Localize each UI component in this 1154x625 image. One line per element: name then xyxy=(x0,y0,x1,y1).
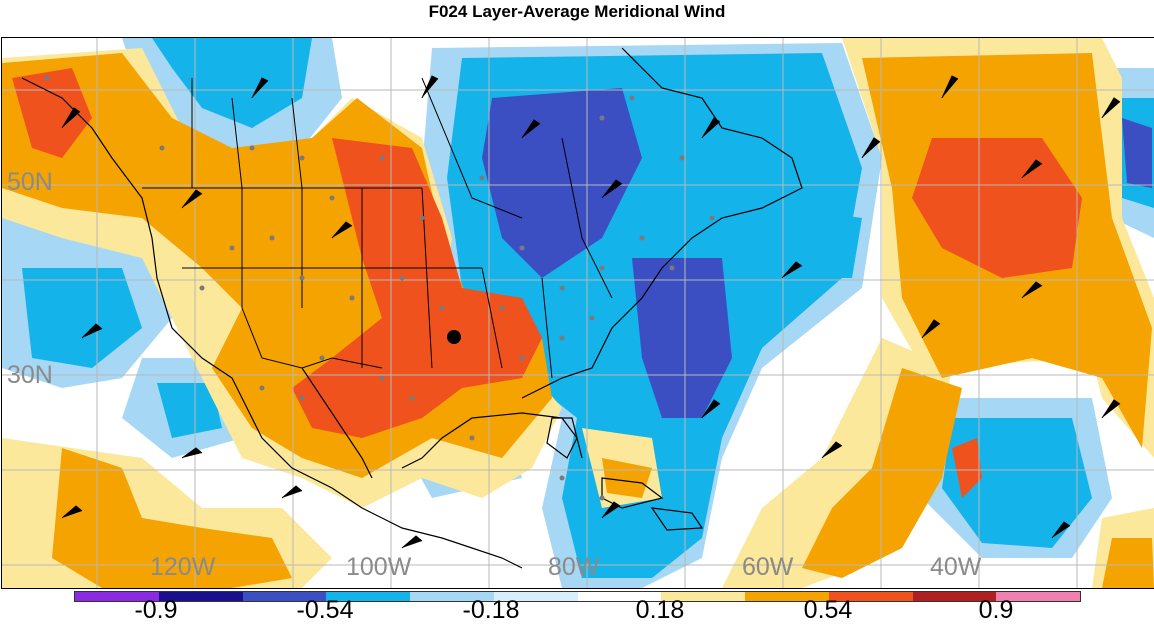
colorbar-swatch xyxy=(493,592,578,601)
lon-label-120w: 120W xyxy=(150,553,216,581)
colorbar-label-neg-0-9: -0.9 xyxy=(134,596,178,624)
lon-label-40w: 40W xyxy=(930,553,982,581)
colorbar-label-0-9: 0.9 xyxy=(978,596,1014,624)
colorbar-swatch xyxy=(661,592,745,601)
colorbar-swatch xyxy=(75,592,159,601)
lon-label-80w: 80W xyxy=(548,553,600,581)
colorbar-label-neg-0-18: -0.18 xyxy=(462,596,520,624)
graticule xyxy=(2,38,1154,588)
colorbar-swatch xyxy=(996,592,1080,601)
colorbar-swatch xyxy=(410,592,494,601)
station-dots xyxy=(44,75,715,501)
colorbar-swatch xyxy=(158,592,243,601)
colorbar-swatch xyxy=(242,592,327,601)
colorbar-label-neg-0-54: -0.54 xyxy=(296,596,354,624)
colorbar-swatch xyxy=(912,592,997,601)
colorbar-label-0-54: 0.54 xyxy=(803,596,853,624)
map-panel: 50N 30N 120W 100W 80W 60W 40W xyxy=(1,37,1154,589)
colorbar-swatch xyxy=(577,592,662,601)
colorbar xyxy=(74,591,1081,602)
map-title: F024 Layer-Average Meridional Wind xyxy=(428,2,726,21)
lon-label-100w: 100W xyxy=(346,553,412,581)
colorbar-label-0-18: 0.18 xyxy=(635,596,685,624)
colorbar-swatch xyxy=(745,592,829,601)
location-marker xyxy=(447,330,461,344)
colorbar-swatch xyxy=(828,592,913,601)
wind-barbs xyxy=(61,75,1121,549)
lat-label-50n: 50N xyxy=(7,168,53,196)
lat-label-30n: 30N xyxy=(7,361,53,389)
dark-blue-fields xyxy=(482,88,1152,418)
coastlines xyxy=(21,47,803,569)
lon-label-60w: 60W xyxy=(742,553,794,581)
map-canvas xyxy=(2,38,1154,588)
colorbar-swatch xyxy=(326,592,410,601)
